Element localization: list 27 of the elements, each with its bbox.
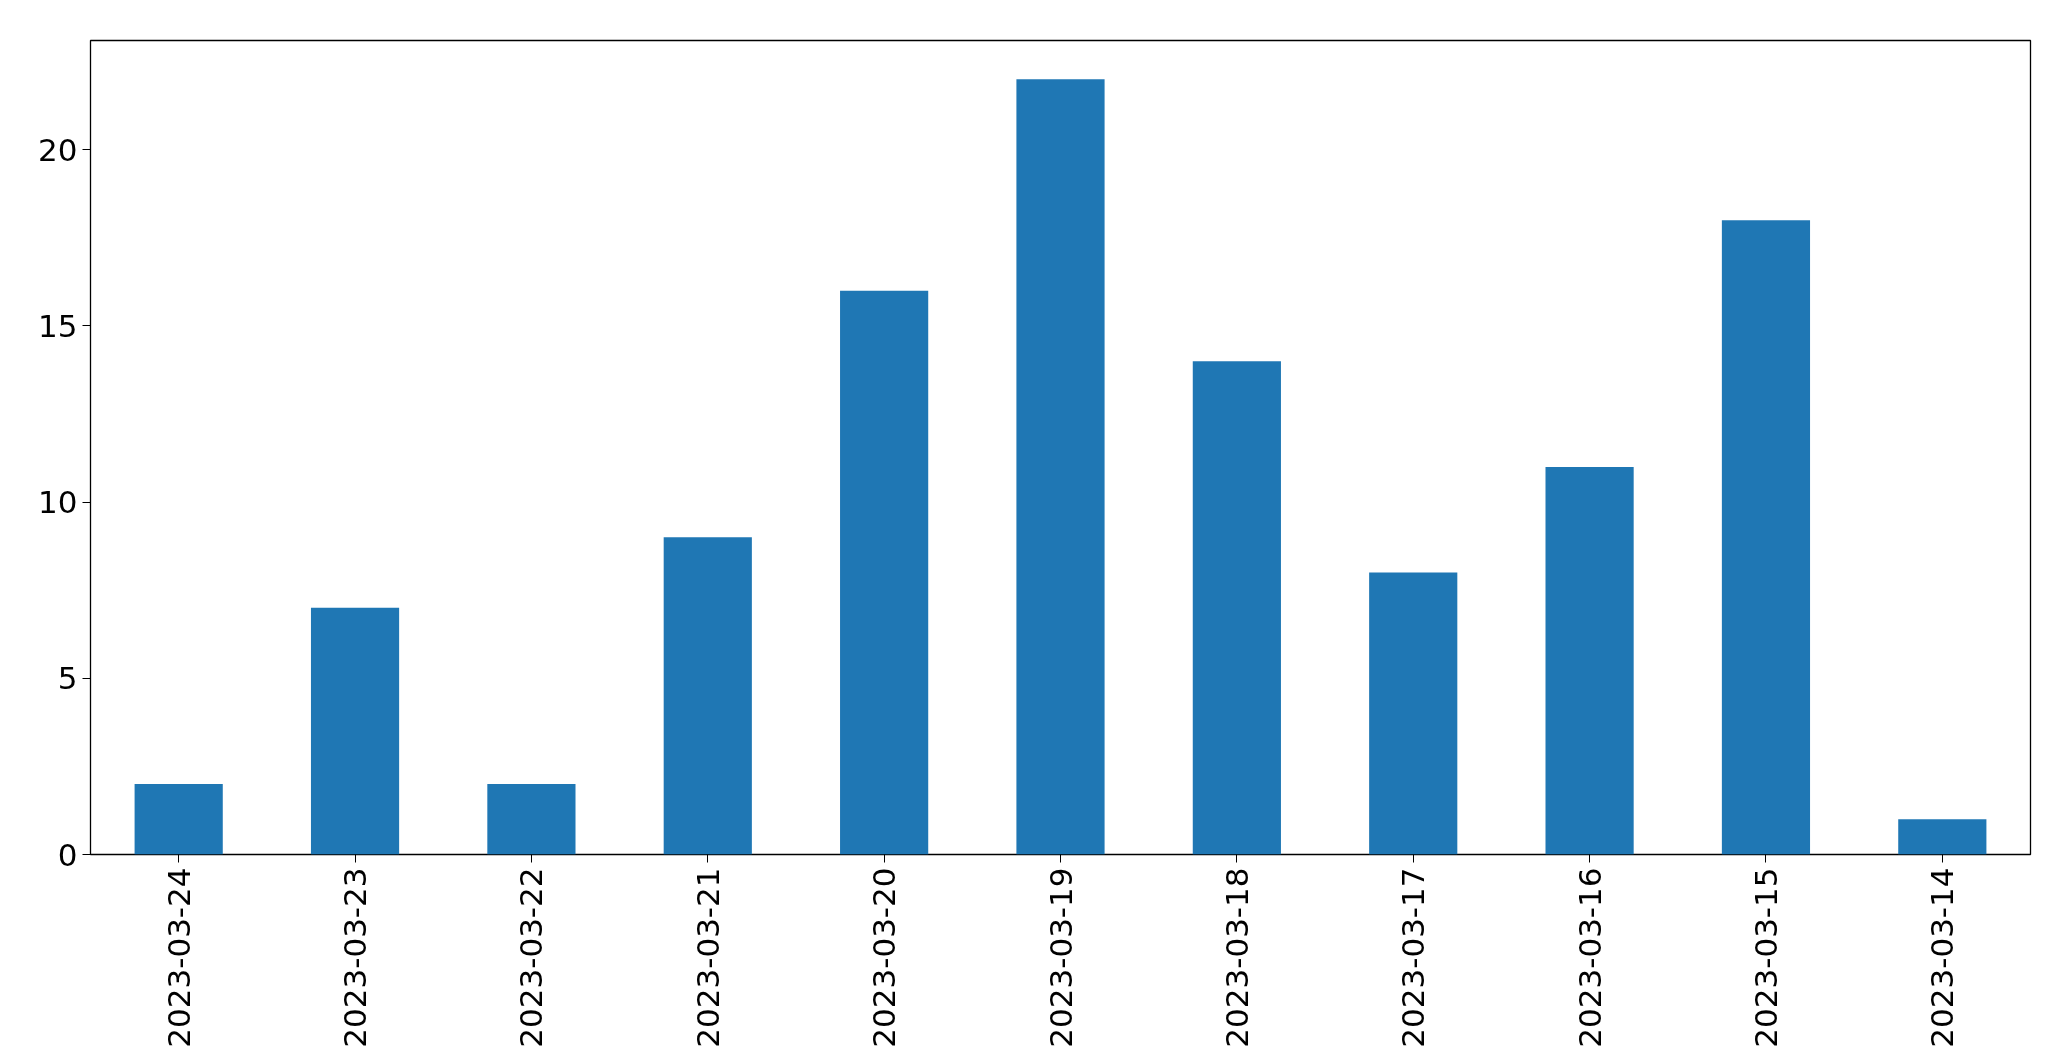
x-tick-label: 2023-03-18 [1218,867,1255,1048]
bar [134,784,223,855]
x-tick-label: 2023-03-24 [160,867,197,1048]
x-tick-label: 2023-03-16 [1571,867,1608,1048]
bar [1192,361,1281,855]
y-tick-label: 0 [57,836,78,873]
bar [1369,572,1458,855]
bar [1545,466,1634,855]
bar [1016,79,1105,855]
x-tick-label: 2023-03-17 [1395,867,1432,1048]
bar [1898,819,1987,855]
x-tick-label: 2023-03-14 [1924,867,1961,1048]
x-tick-label: 2023-03-22 [513,867,550,1048]
y-tick-label: 10 [38,484,78,521]
y-tick-label: 15 [38,307,78,344]
bar [1721,220,1811,855]
x-tick-label: 2023-03-20 [866,867,903,1048]
y-tick-label: 20 [38,131,78,168]
bar [487,784,576,855]
bar [840,290,929,855]
bar [310,607,400,855]
bar [663,537,752,855]
x-tick-label: 2023-03-23 [337,867,374,1048]
x-tick-label: 2023-03-15 [1747,867,1784,1048]
y-tick-label: 5 [57,660,78,697]
x-tick-label: 2023-03-21 [689,867,726,1048]
x-tick-label: 2023-03-19 [1042,867,1079,1048]
